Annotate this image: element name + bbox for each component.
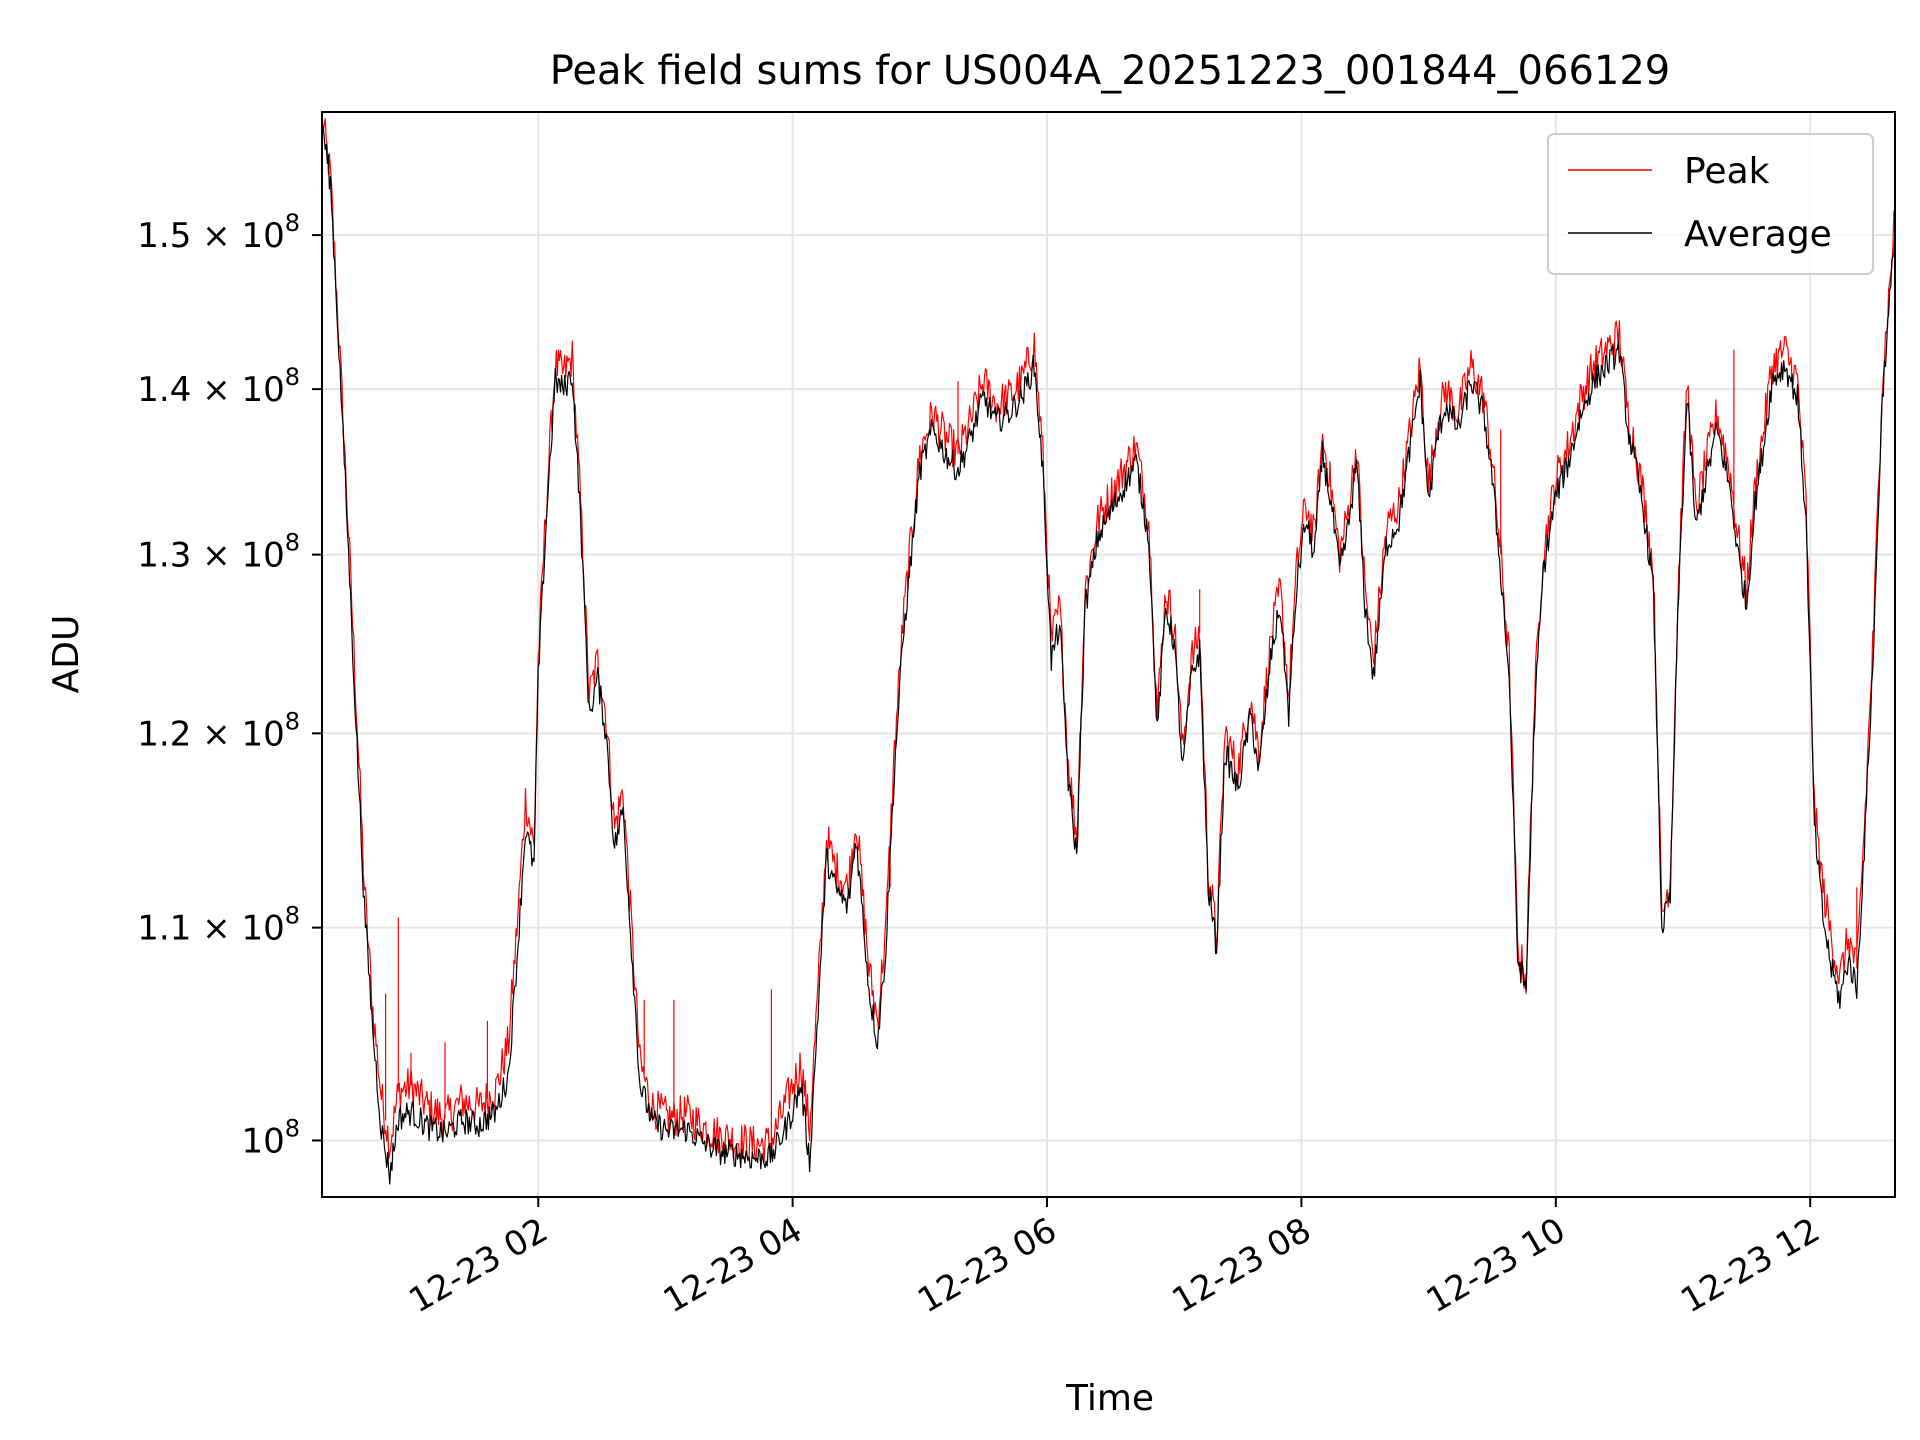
y-tick-label: 1.3 × 108 xyxy=(137,529,300,576)
y-tick-label: 1.5 × 108 xyxy=(137,209,300,256)
x-axis-label: Time xyxy=(1065,1378,1154,1419)
series-area xyxy=(322,112,1895,1185)
y-axis: 108 1.1 × 108 1.2 × 108 1.3 × 108 1.4 × 108 1… xyxy=(137,209,322,1161)
y-tick-label: 108 xyxy=(241,1114,300,1161)
legend-label-average: Average xyxy=(1684,214,1832,255)
chart-title: Peak field sums for US004A_20251223_0018… xyxy=(550,48,1671,94)
legend-label-peak: Peak xyxy=(1684,151,1770,192)
y-tick-label: 1.4 × 108 xyxy=(137,363,300,410)
series-line-average xyxy=(322,125,1895,1185)
plot-frame xyxy=(321,111,1896,1198)
legend: Peak Average xyxy=(1547,133,1874,275)
y-axis-label: ADU xyxy=(46,615,87,694)
series-line-peak xyxy=(322,112,1895,1164)
legend-box xyxy=(1547,133,1874,275)
grid xyxy=(322,112,1895,1197)
y-tick-label: 1.2 × 108 xyxy=(137,707,300,754)
y-tick-label: 1.1 × 108 xyxy=(137,902,300,949)
